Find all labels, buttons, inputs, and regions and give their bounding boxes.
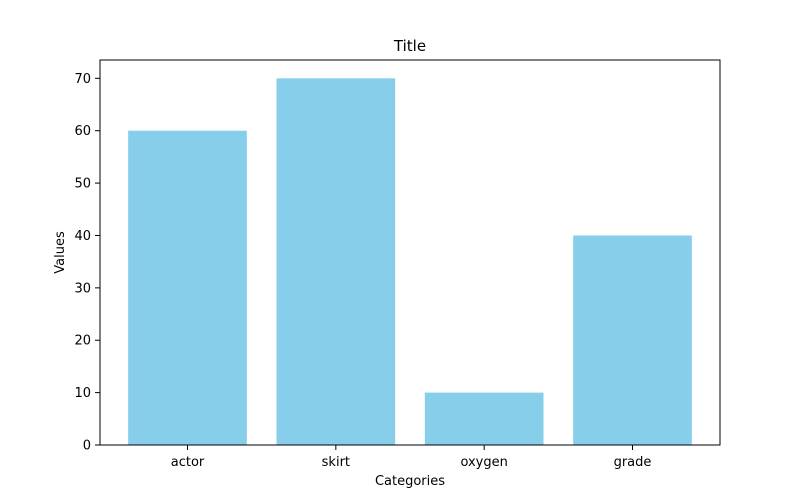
y-tick-label: 40	[74, 229, 91, 244]
bar-oxygen	[424, 392, 544, 445]
y-tick-label: 10	[74, 386, 91, 401]
plot-frame	[99, 59, 721, 446]
x-tick-label: grade	[614, 455, 652, 470]
bar-actor	[128, 130, 247, 445]
x-tick-label: oxygen	[460, 455, 507, 470]
y-axis-label: Values	[53, 231, 68, 274]
y-tick-label: 60	[74, 124, 91, 139]
x-axis-label: Categories	[375, 474, 445, 489]
x-axis-ticks: actor skirt oxygen grade	[171, 445, 652, 470]
x-tick-label: actor	[171, 455, 205, 470]
x-tick-label: skirt	[322, 455, 350, 470]
bar-grade	[573, 235, 692, 445]
y-tick-label: 70	[74, 72, 91, 87]
y-tick-label: 50	[74, 177, 91, 192]
bar-skirt	[276, 78, 396, 445]
y-tick-label: 0	[83, 439, 91, 454]
bars-group	[128, 78, 692, 445]
y-tick-label: 30	[74, 281, 91, 296]
chart-title: Title	[393, 37, 426, 55]
y-tick-label: 20	[74, 334, 91, 349]
y-axis-ticks: 0 10 20 30 40 50 60 70	[74, 72, 100, 454]
